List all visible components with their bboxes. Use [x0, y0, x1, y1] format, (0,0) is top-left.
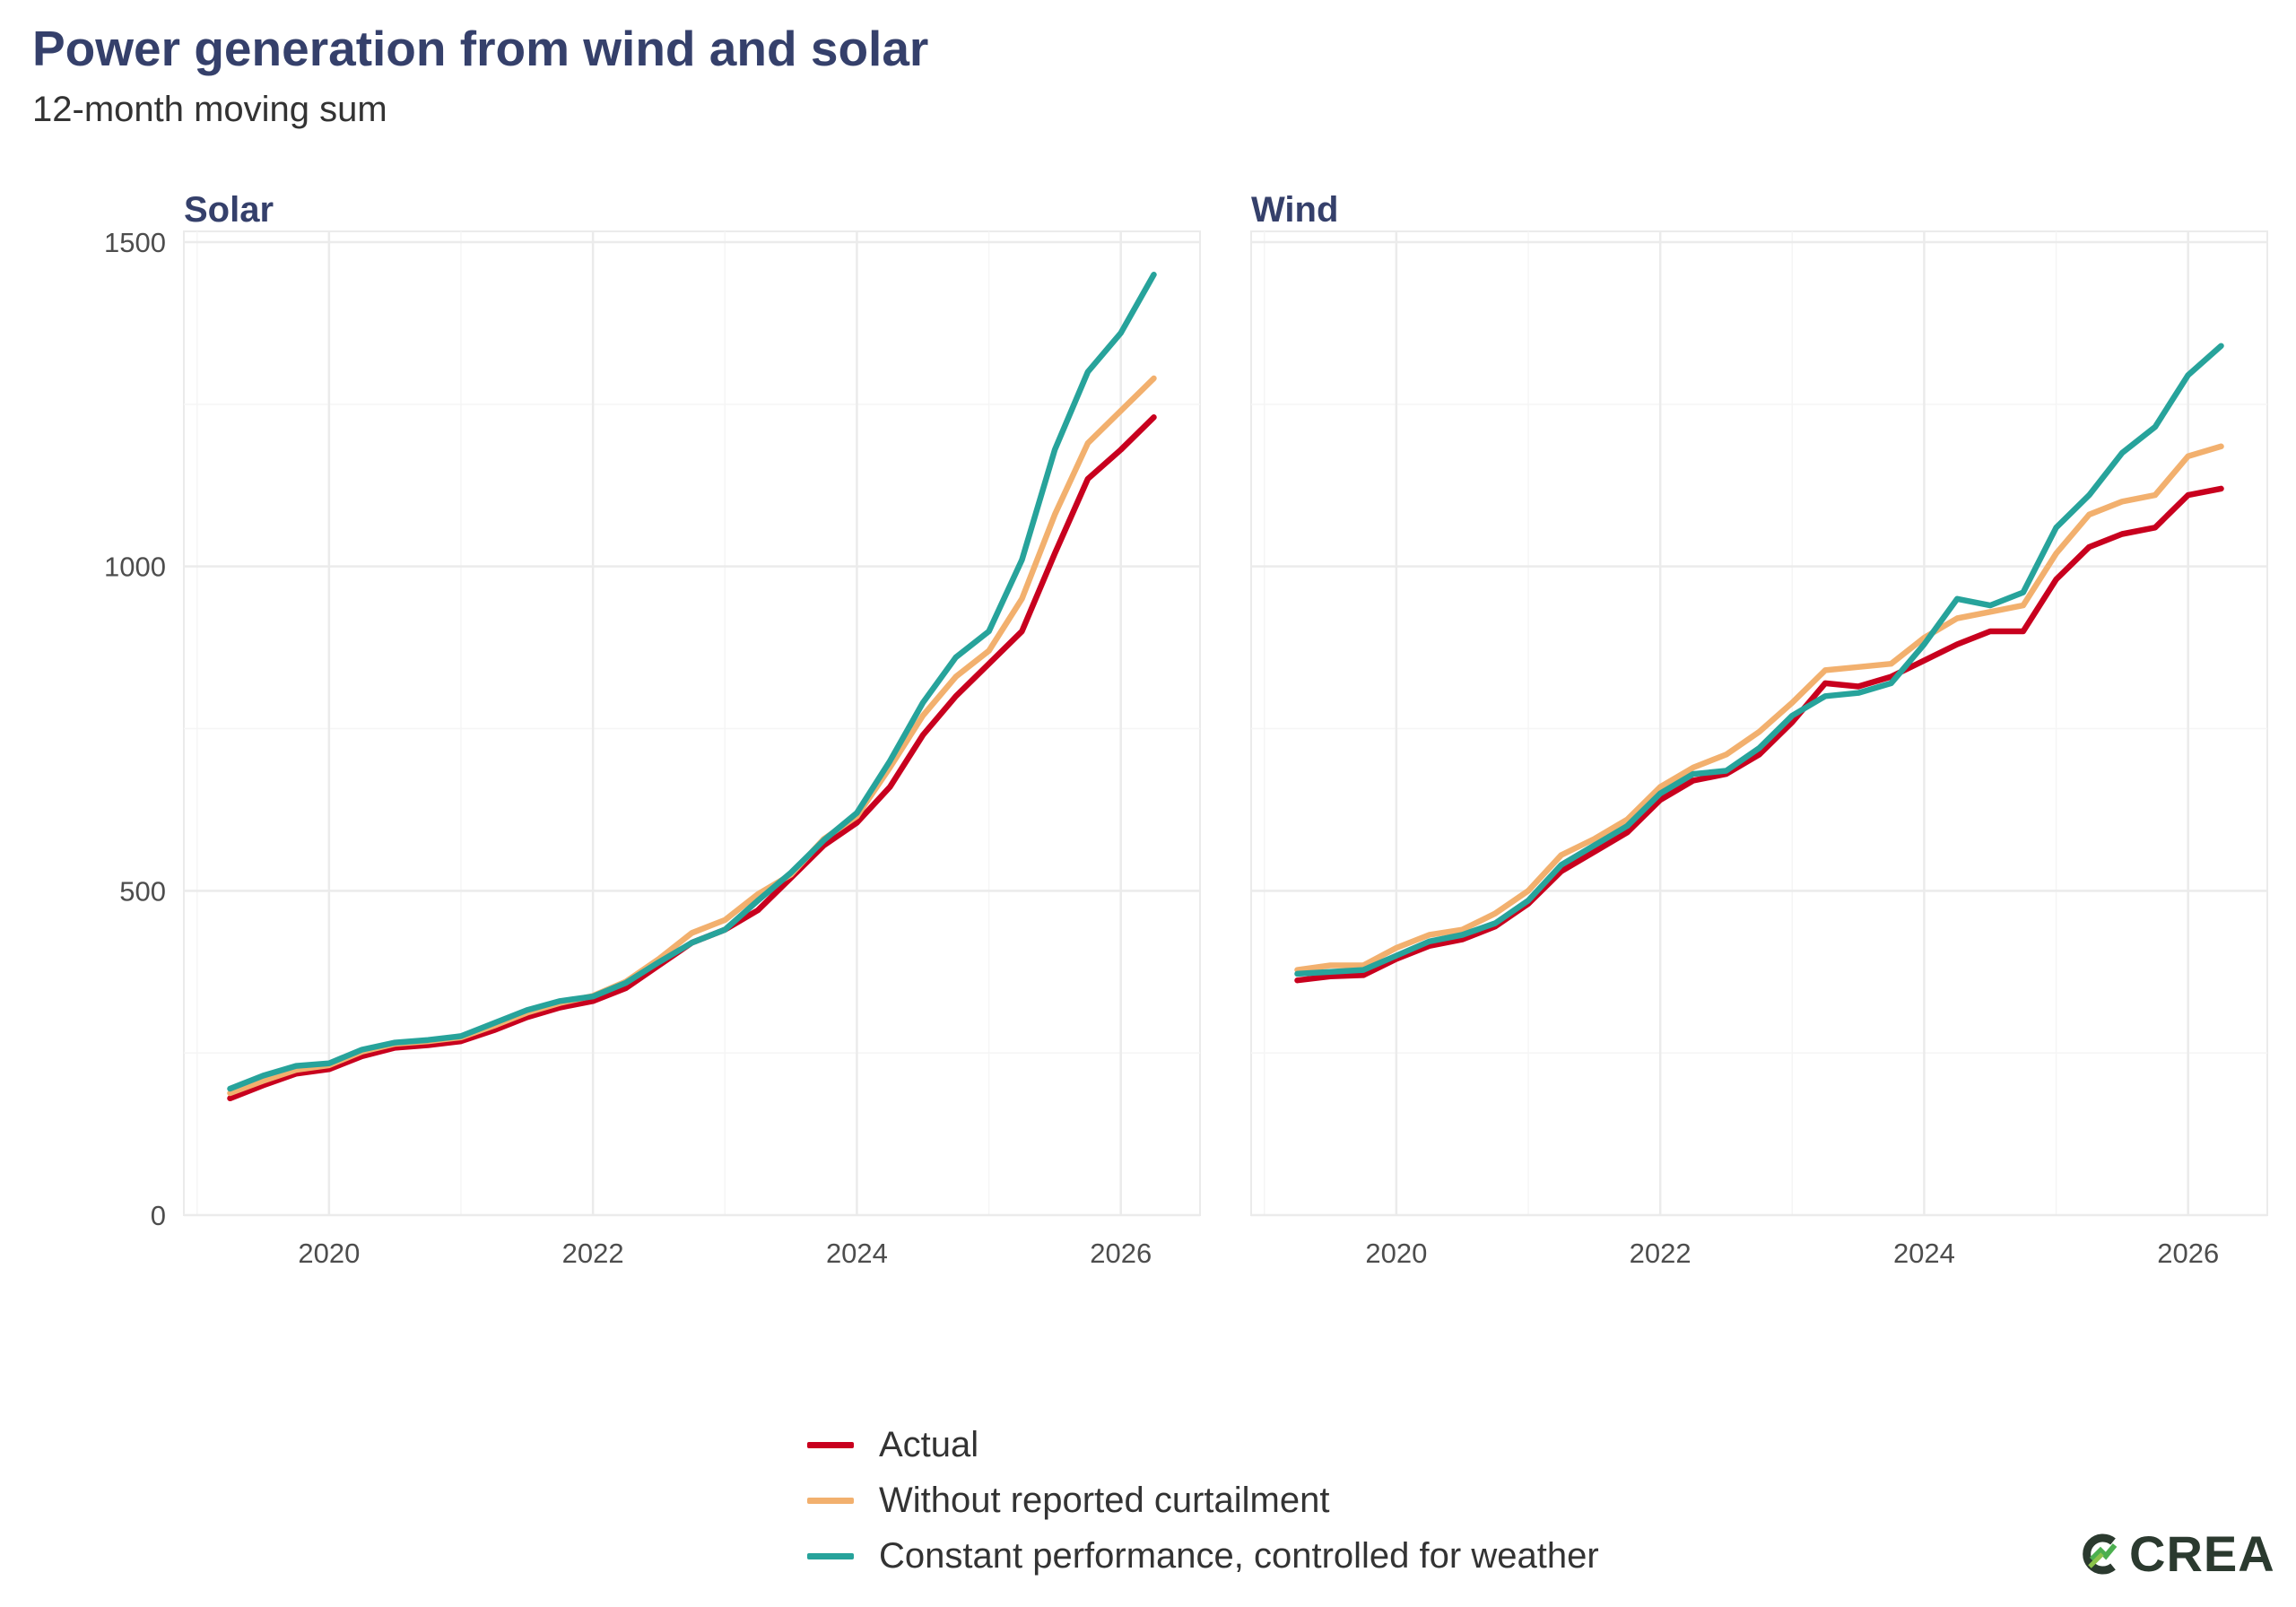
series-line-constant-solar — [227, 271, 1157, 1092]
crea-logo: CREA — [2079, 1524, 2275, 1583]
y-tick-label: 1000 — [104, 552, 166, 583]
legend-item-curtailment: Without reported curtailment — [807, 1472, 1599, 1528]
chart-title: Power generation from wind and solar — [32, 21, 929, 76]
y-tick-label: 500 — [119, 875, 166, 907]
crea-logo-text: CREA — [2129, 1525, 2275, 1582]
x-tick-label: 2020 — [298, 1238, 360, 1269]
y-tick-label: 0 — [151, 1200, 166, 1231]
legend-swatch-constant — [807, 1552, 854, 1559]
panel-solar: Solar 2020 2022 2024 2026 0 500 1000 1500 — [104, 190, 1201, 1269]
panel-wind: Wind 2020 2022 2024 2026 — [1250, 190, 2268, 1269]
y-tick-label: 1500 — [104, 227, 166, 258]
series-line-constant-wind — [1294, 343, 2224, 977]
x-tick-label: 2024 — [826, 1238, 888, 1269]
series-line-actual-wind — [1294, 485, 2224, 984]
legend-item-actual: Actual — [807, 1417, 1599, 1472]
x-tick-label: 2022 — [1630, 1238, 1692, 1269]
x-tick-label: 2020 — [1365, 1238, 1427, 1269]
legend-item-constant: Constant performance, controlled for wea… — [807, 1528, 1599, 1584]
x-tick-label: 2024 — [1893, 1238, 1955, 1269]
x-tick-label: 2026 — [2157, 1238, 2219, 1269]
legend-label-actual: Actual — [879, 1424, 979, 1464]
x-tick-label: 2026 — [1090, 1238, 1152, 1269]
legend-label-constant: Constant performance, controlled for wea… — [879, 1535, 1599, 1576]
chart-subtitle: 12-month moving sum — [32, 90, 387, 129]
series-line-actual-solar — [227, 414, 1157, 1102]
x-tick-label: 2022 — [562, 1238, 624, 1269]
series-line-curtailment-solar — [227, 375, 1157, 1097]
legend: Actual Without reported curtailment Cons… — [807, 1417, 1599, 1584]
facet-title-wind: Wind — [1251, 190, 1338, 230]
legend-swatch-actual — [807, 1441, 854, 1448]
legend-label-curtailment: Without reported curtailment — [879, 1480, 1330, 1520]
series-line-curtailment-wind — [1294, 443, 2224, 973]
crea-logo-icon — [2083, 1533, 2118, 1574]
legend-swatch-curtailment — [807, 1497, 854, 1504]
panel-frame-wind — [1250, 230, 2268, 1216]
facet-title-solar: Solar — [184, 190, 274, 230]
